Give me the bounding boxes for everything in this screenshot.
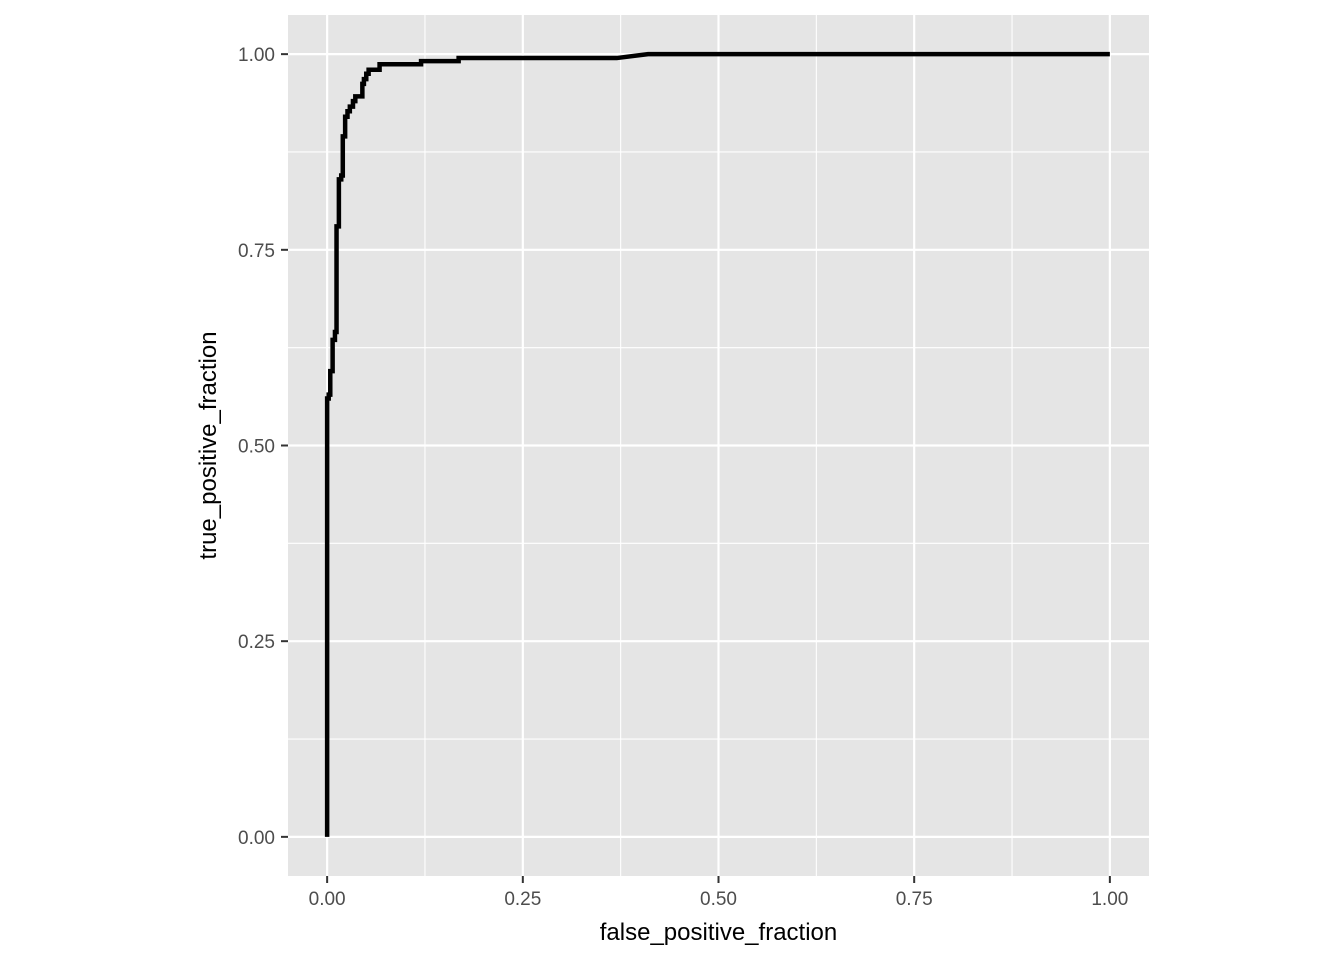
x-tick-label: 0.25 [504, 889, 541, 910]
x-tick-label: 0.75 [896, 889, 933, 910]
x-tick-label: 0.50 [700, 889, 737, 910]
y-tick-label: 1.00 [238, 45, 275, 66]
y-axis-title: true_positive_fraction [195, 331, 222, 559]
x-axis: 0.00 0.25 0.50 0.75 1.00 [309, 876, 1128, 910]
major-gridlines [288, 15, 1149, 876]
x-tick-label: 0.00 [309, 889, 346, 910]
x-axis-title: false_positive_fraction [600, 919, 837, 946]
series-layer [324, 51, 1110, 837]
roc-curve [324, 51, 1110, 837]
y-tick-label: 0.25 [238, 632, 275, 653]
x-tick-label: 1.00 [1091, 889, 1128, 910]
y-tick-label: 0.50 [238, 437, 275, 458]
y-tick-label: 0.00 [238, 828, 275, 849]
y-axis: 0.00 0.25 0.50 0.75 1.00 [238, 45, 288, 849]
y-tick-label: 0.75 [238, 241, 275, 262]
